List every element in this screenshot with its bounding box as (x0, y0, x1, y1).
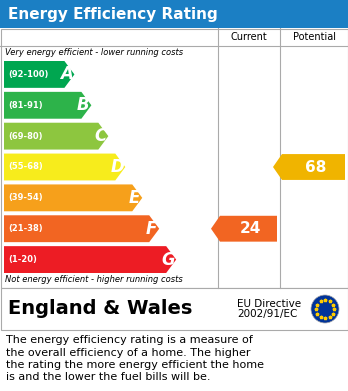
Text: the overall efficiency of a home. The higher: the overall efficiency of a home. The hi… (6, 348, 251, 357)
Text: Not energy efficient - higher running costs: Not energy efficient - higher running co… (5, 275, 183, 284)
Text: The energy efficiency rating is a measure of: The energy efficiency rating is a measur… (6, 335, 253, 345)
Polygon shape (4, 185, 142, 211)
Text: Potential: Potential (293, 32, 335, 42)
Text: 24: 24 (240, 221, 261, 236)
Polygon shape (4, 61, 74, 88)
Bar (0, 29, 348, 288)
Text: 2002/91/EC: 2002/91/EC (237, 309, 298, 319)
Polygon shape (4, 92, 92, 119)
Bar (0, 0, 348, 28)
Text: EU Directive: EU Directive (237, 299, 301, 309)
Polygon shape (4, 246, 176, 273)
Polygon shape (211, 216, 277, 242)
Polygon shape (4, 123, 108, 150)
Text: E: E (128, 189, 140, 207)
Circle shape (311, 295, 339, 323)
Text: C: C (94, 127, 106, 145)
Text: (81-91): (81-91) (8, 101, 42, 110)
Polygon shape (273, 154, 345, 180)
Bar (0, 28, 348, 288)
Text: (21-38): (21-38) (8, 224, 42, 233)
Text: Energy Efficiency Rating: Energy Efficiency Rating (8, 7, 218, 22)
Text: G: G (161, 251, 175, 269)
Text: England & Wales: England & Wales (8, 300, 192, 319)
Text: the rating the more energy efficient the home: the rating the more energy efficient the… (6, 360, 264, 370)
Text: B: B (77, 96, 90, 114)
Text: (92-100): (92-100) (8, 70, 48, 79)
Text: Very energy efficient - lower running costs: Very energy efficient - lower running co… (5, 48, 183, 57)
Text: (1-20): (1-20) (8, 255, 37, 264)
Text: F: F (145, 220, 157, 238)
Text: A: A (60, 65, 73, 83)
Text: (69-80): (69-80) (8, 132, 42, 141)
Bar (0, 288, 348, 330)
Text: D: D (110, 158, 124, 176)
Text: (39-54): (39-54) (8, 194, 42, 203)
Text: is and the lower the fuel bills will be.: is and the lower the fuel bills will be. (6, 373, 211, 382)
Text: Current: Current (231, 32, 267, 42)
Text: (55-68): (55-68) (8, 163, 43, 172)
Polygon shape (4, 215, 159, 242)
Text: 68: 68 (305, 160, 326, 174)
Polygon shape (4, 154, 125, 180)
